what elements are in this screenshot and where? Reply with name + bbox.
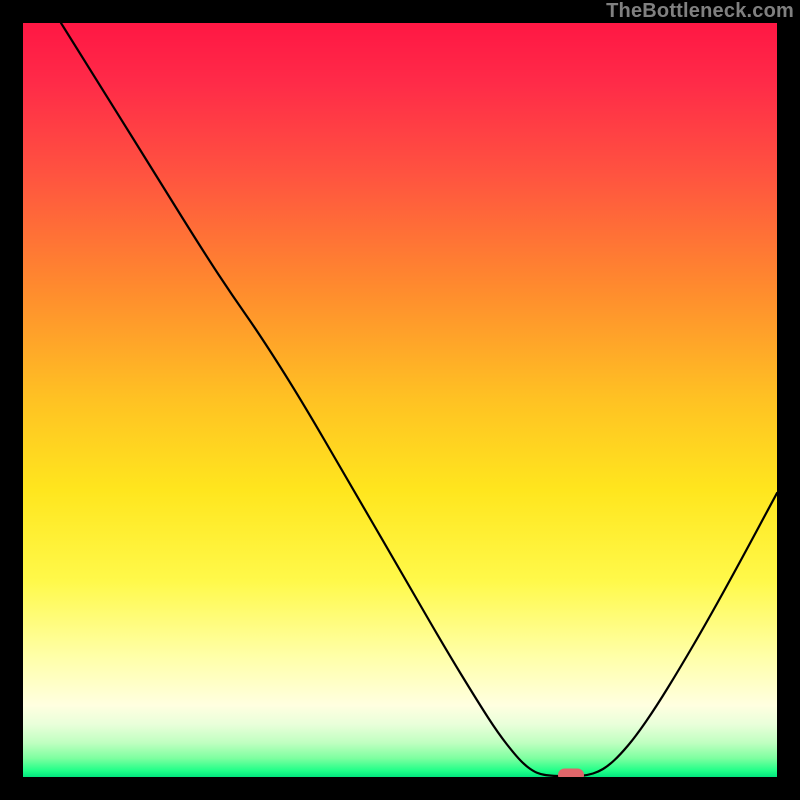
gradient-background — [23, 23, 777, 777]
watermark-text: TheBottleneck.com — [606, 0, 794, 23]
chart-stage: TheBottleneck.com — [0, 0, 800, 800]
bottleneck-chart — [0, 0, 800, 800]
plot-area — [23, 23, 777, 782]
